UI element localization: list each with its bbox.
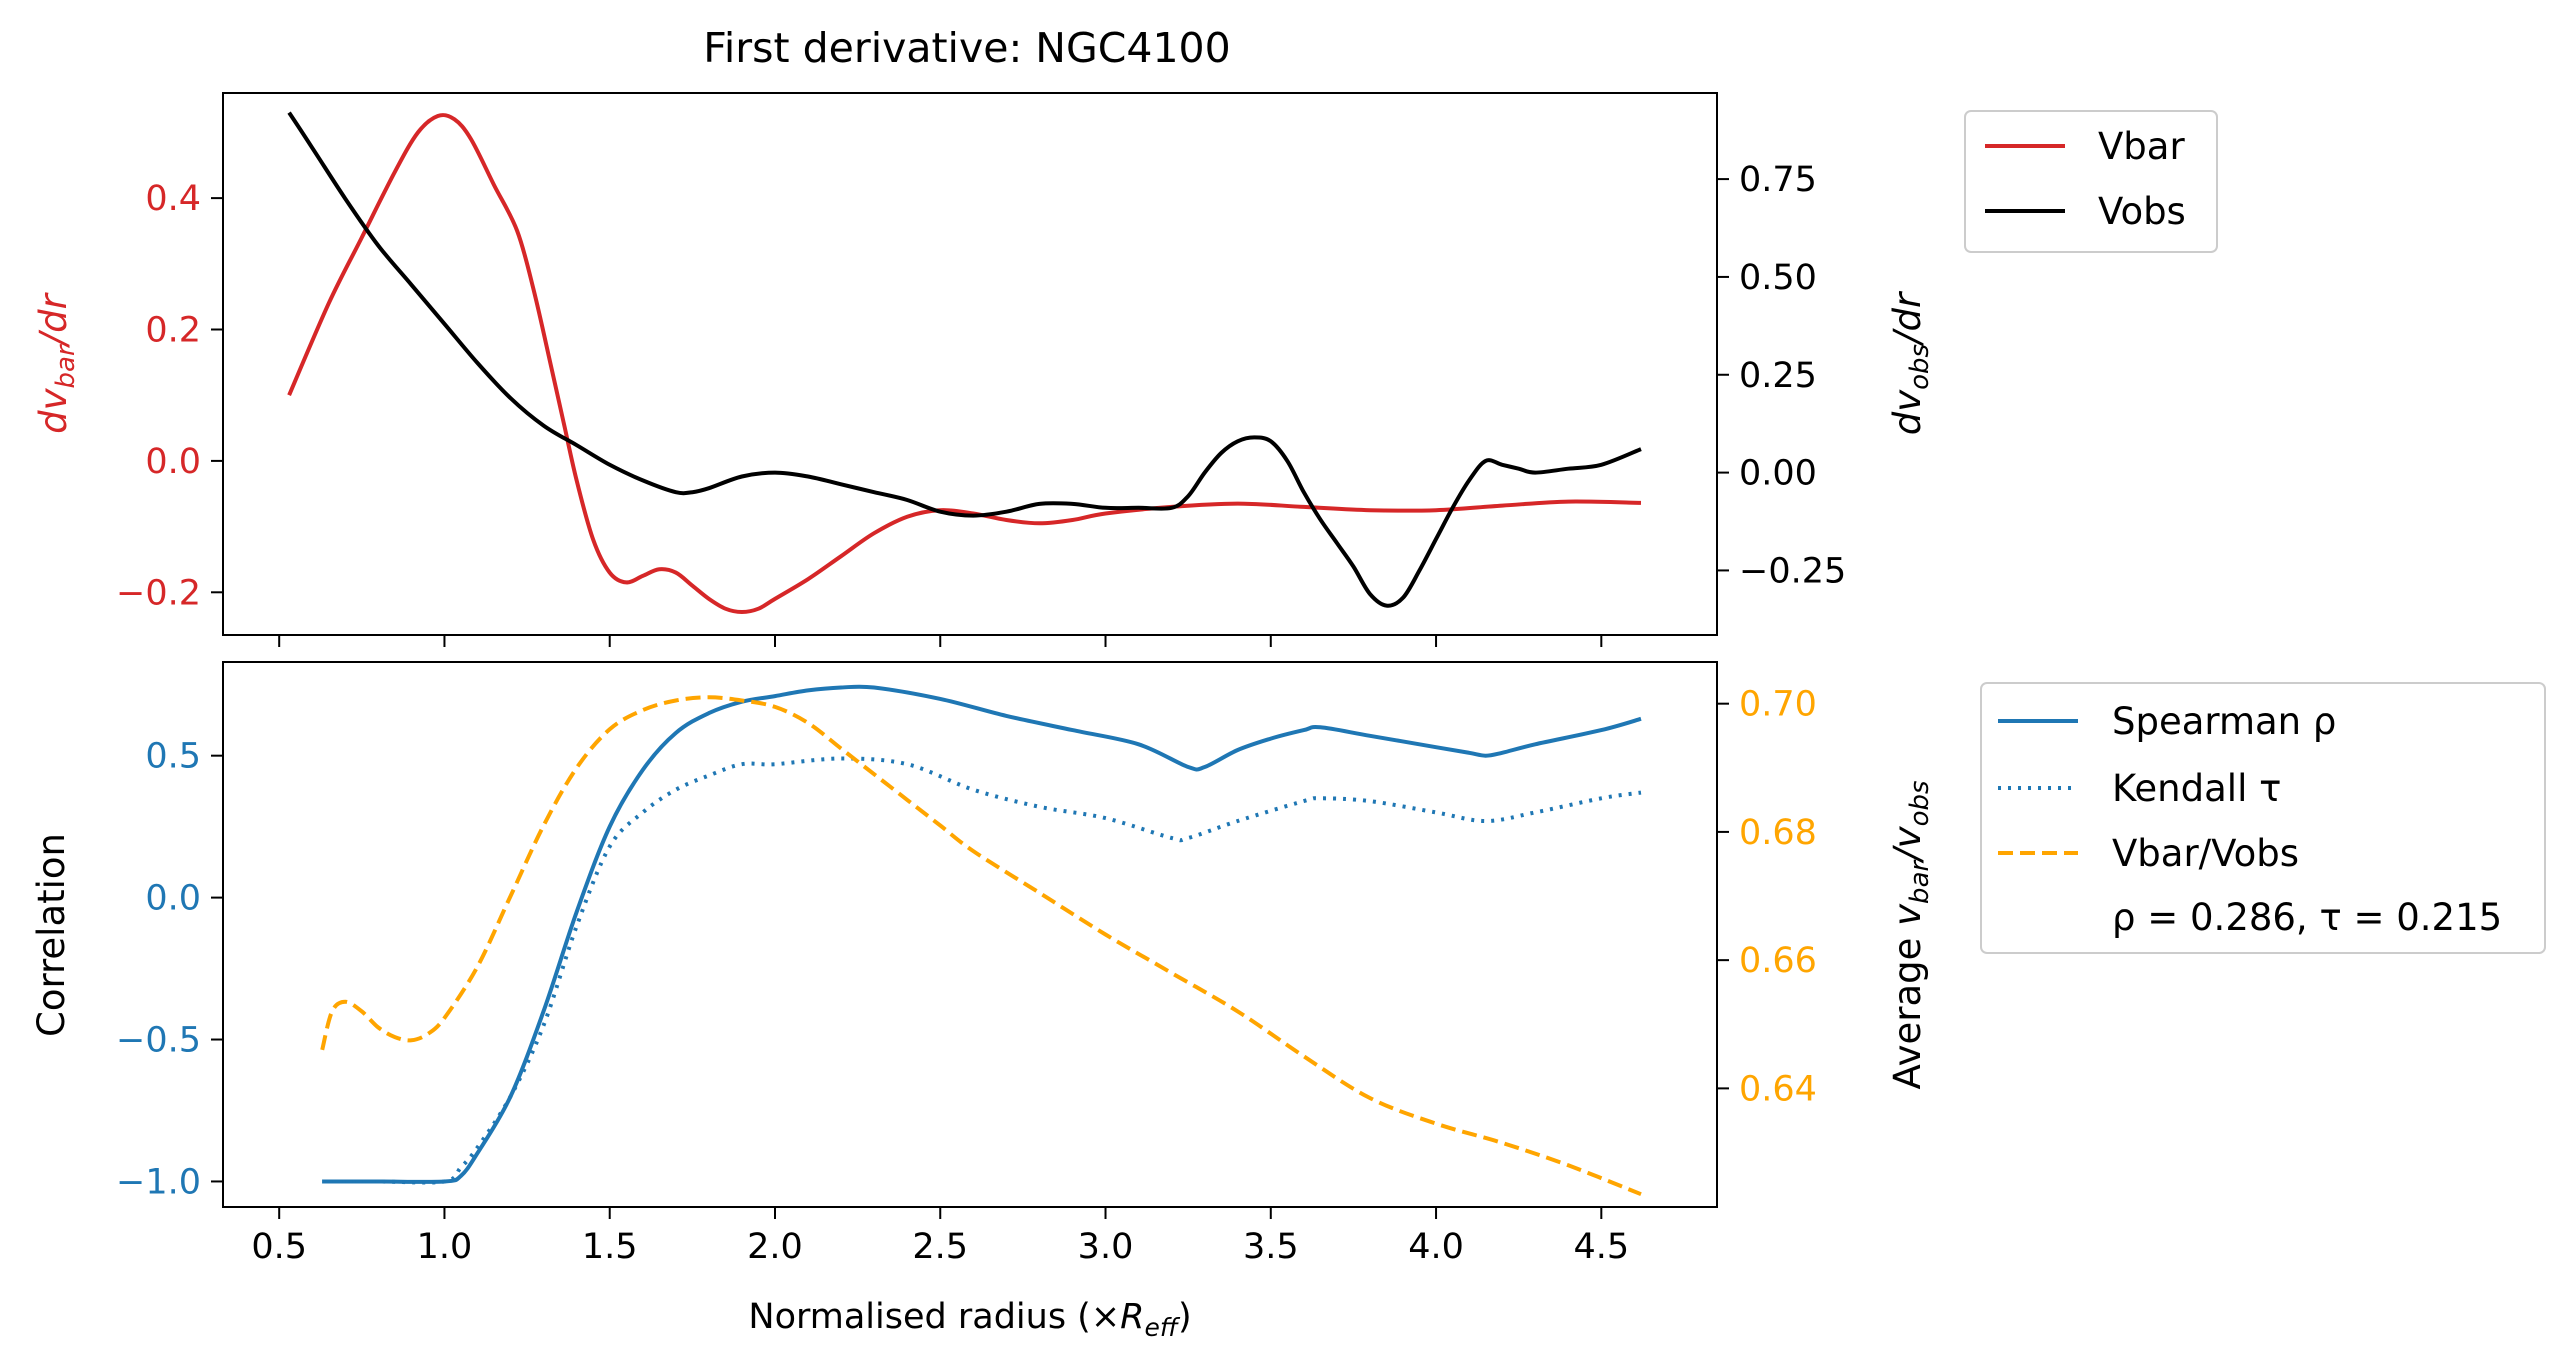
top-left-tick-label: −0.2 — [116, 573, 201, 613]
bottom-plot-lines — [320, 684, 1642, 1197]
bottom-x-tick-label: 2.5 — [912, 1227, 968, 1267]
top-right-tick-label: 0.50 — [1739, 258, 1817, 298]
top-right-ticks: −0.25 0.00 0.25 0.50 0.75 — [1717, 160, 1846, 591]
top-right-tick-label: 0.75 — [1739, 160, 1817, 200]
top-left-ticks: −0.2 0.0 0.2 0.4 — [116, 179, 223, 613]
bottom-right-ticks: 0.64 0.66 0.68 0.70 — [1717, 685, 1817, 1109]
legend-bottom: Spearman ρ Kendall τ Vbar/Vobs ρ = 0.286… — [1980, 682, 2546, 954]
top-right-tick-label: 0.00 — [1739, 454, 1817, 494]
legend-stats-annotation: ρ = 0.286, τ = 0.215 — [2112, 896, 2502, 939]
bottom-axes-frame — [222, 661, 1718, 1208]
series-line-vobs — [287, 111, 1642, 608]
bottom-right-tick-label: 0.64 — [1739, 1069, 1817, 1109]
bottom-x-tick-label: 3.0 — [1078, 1227, 1134, 1267]
bottom-left-ticks: −1.0 −0.5 0.0 0.5 — [116, 737, 223, 1202]
bottom-x-tick-label: 2.0 — [747, 1227, 803, 1267]
bottom-right-tick-label: 0.70 — [1739, 685, 1817, 725]
x-axis-label: Normalised radius (×Reff) — [748, 1297, 1191, 1342]
legend-vbar-label: Vbar — [2098, 125, 2185, 168]
bottom-x-ticks: 0.5 1.0 1.5 2.0 2.5 3.0 3.5 4.0 4.5 — [251, 1207, 1629, 1267]
bottom-left-tick-label: 0.5 — [145, 737, 201, 777]
top-axes-frame — [222, 92, 1718, 636]
bottom-x-tick-label: 3.5 — [1243, 1227, 1299, 1267]
top-panel: −0.20.00.20.4 −0.250.000.250.500.75 dvba… — [32, 92, 1935, 647]
figure-title: First derivative: NGC4100 — [703, 24, 1230, 72]
legend-bottom-box — [1980, 682, 2546, 954]
legend-ratio-label: Vbar/Vobs — [2112, 832, 2299, 875]
bottom-x-tick-label: 0.5 — [251, 1227, 307, 1267]
legend-vobs-label: Vobs — [2098, 190, 2186, 233]
legend-kendall-label: Kendall τ — [2112, 767, 2281, 810]
top-x-ticks — [278, 635, 1603, 647]
bottom-left-axis-label: Correlation — [30, 833, 73, 1037]
bottom-right-tick-label: 0.66 — [1739, 941, 1817, 981]
top-left-tick-label: 0.4 — [145, 179, 201, 219]
top-plot-lines — [287, 111, 1642, 614]
legend-spearman-label: Spearman ρ — [2112, 700, 2336, 743]
series-line-kendall — [322, 756, 1642, 1185]
legend-top: Vbar Vobs — [1964, 110, 2218, 253]
top-left-tick-label: 0.2 — [145, 311, 201, 351]
bottom-left-tick-label: 0.0 — [145, 879, 201, 919]
bottom-panel: 0.5 1.0 1.5 2.0 2.5 3.0 3.5 4.0 4.5 −1.0 −0.5 0.0 0… — [30, 661, 1935, 1342]
bottom-x-tick-label: 4.5 — [1573, 1227, 1629, 1267]
series-line-spearman — [322, 684, 1642, 1184]
bottom-left-tick-label: −1.0 — [116, 1162, 201, 1202]
bottom-x-tick-label: 4.0 — [1408, 1227, 1464, 1267]
series-line-vbar — [287, 113, 1642, 614]
bottom-left-tick-label: −0.5 — [116, 1021, 201, 1061]
top-left-tick-label: 0.0 — [145, 442, 201, 482]
bottom-right-axis-label: Average vbar/vobs — [1886, 780, 1935, 1089]
top-right-tick-label: −0.25 — [1739, 551, 1846, 591]
top-right-tick-label: 0.25 — [1739, 356, 1817, 396]
bottom-x-tick-label: 1.0 — [417, 1227, 473, 1267]
bottom-x-tick-label: 1.5 — [582, 1227, 638, 1267]
bottom-right-tick-label: 0.68 — [1739, 813, 1817, 853]
series-line-vbar-vobs — [320, 695, 1642, 1197]
